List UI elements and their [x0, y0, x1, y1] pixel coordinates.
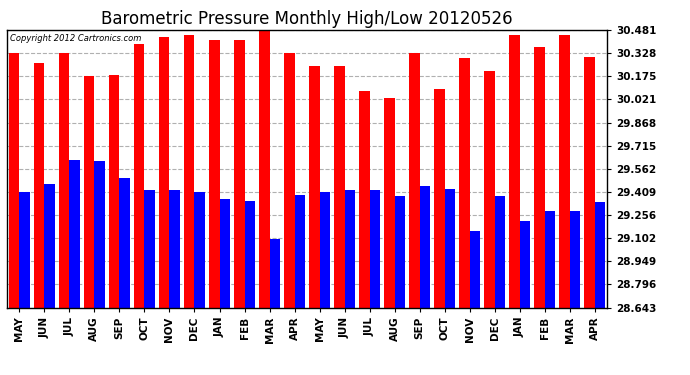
Bar	[484, 71, 495, 308]
Bar	[359, 90, 370, 308]
Bar	[309, 66, 319, 308]
Bar	[584, 57, 595, 308]
Bar	[244, 201, 255, 308]
Bar	[44, 184, 55, 308]
Bar	[284, 53, 295, 307]
Bar	[595, 202, 605, 308]
Bar	[420, 186, 430, 308]
Bar	[295, 195, 305, 308]
Bar	[520, 221, 530, 308]
Bar	[395, 196, 405, 308]
Bar	[319, 192, 330, 308]
Bar	[409, 53, 420, 307]
Bar	[559, 34, 570, 308]
Bar	[459, 58, 470, 308]
Bar	[234, 40, 244, 308]
Bar	[84, 76, 95, 308]
Bar	[470, 231, 480, 308]
Bar	[34, 63, 44, 308]
Bar	[570, 211, 580, 308]
Bar	[509, 35, 520, 308]
Bar	[209, 40, 219, 308]
Bar	[70, 160, 80, 308]
Bar	[119, 178, 130, 308]
Bar	[534, 47, 544, 308]
Bar	[144, 190, 155, 308]
Bar	[344, 190, 355, 308]
Bar	[195, 192, 205, 308]
Bar	[59, 53, 70, 307]
Bar	[434, 89, 444, 308]
Bar	[219, 199, 230, 308]
Bar	[9, 53, 19, 307]
Bar	[384, 98, 395, 308]
Bar	[495, 196, 505, 308]
Title: Barometric Pressure Monthly High/Low 20120526: Barometric Pressure Monthly High/Low 201…	[101, 10, 513, 28]
Bar	[170, 190, 180, 308]
Bar	[444, 189, 455, 308]
Bar	[370, 190, 380, 308]
Bar	[109, 75, 119, 308]
Bar	[259, 31, 270, 308]
Bar	[544, 211, 555, 308]
Bar	[19, 192, 30, 308]
Text: Copyright 2012 Cartronics.com: Copyright 2012 Cartronics.com	[10, 34, 141, 43]
Bar	[159, 37, 170, 308]
Bar	[134, 44, 144, 308]
Bar	[270, 238, 280, 308]
Bar	[95, 161, 105, 308]
Bar	[184, 35, 195, 308]
Bar	[334, 66, 344, 308]
